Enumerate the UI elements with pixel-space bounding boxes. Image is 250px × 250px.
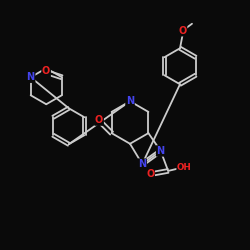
Text: O: O <box>146 169 154 179</box>
Text: OH: OH <box>177 163 192 172</box>
Text: N: N <box>26 72 35 82</box>
Text: O: O <box>42 66 50 76</box>
Text: N: N <box>138 159 146 169</box>
Text: N: N <box>156 146 165 156</box>
Text: N: N <box>126 96 134 106</box>
Text: O: O <box>178 26 186 36</box>
Text: O: O <box>95 115 103 125</box>
